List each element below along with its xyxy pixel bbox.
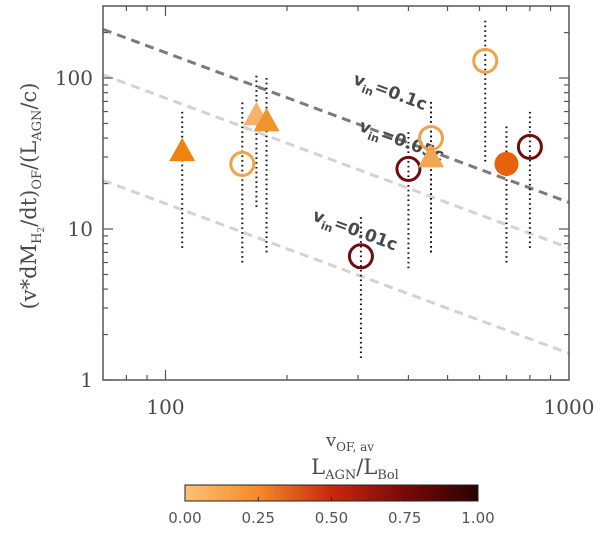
colorbar-tick-label-3: 0.75: [388, 509, 421, 527]
reference-line-label-0: vin=0.1c: [349, 69, 429, 117]
y-tick-label-1: 10: [68, 217, 93, 241]
x-axis-label: vOF, av: [325, 430, 374, 454]
x-tick-label-1: 1000: [544, 395, 595, 419]
data-point-5: [395, 155, 422, 182]
colorbar-tick-label-4: 1.00: [461, 509, 494, 527]
data-point-8: [472, 47, 499, 74]
data-point-1: [229, 150, 256, 177]
data-point-6: [418, 143, 445, 168]
ticks: [103, 6, 569, 381]
data-point-9: [494, 151, 519, 176]
colorbar-title: LAGN/LBol: [311, 455, 399, 483]
data-point-3: [253, 107, 280, 132]
reference-line-0: [103, 27, 569, 204]
colorbar-tick-label-1: 0.25: [242, 509, 275, 527]
x-tick-label-0: 100: [146, 395, 184, 419]
svg-text:LAGN/LBol: LAGN/LBol: [311, 455, 399, 483]
colorbar-ticks: 0.00 0.25 0.50 0.75 1.00: [168, 497, 495, 527]
plot-frame: [102, 5, 570, 381]
y-axis-label: (v*dMH2/dt)OF/(LAGN/c): [17, 83, 47, 310]
y-tick-label-0: 1: [80, 368, 93, 392]
reference-line-1: [103, 73, 569, 250]
reference-lines: [103, 27, 569, 355]
data-point-4: [347, 243, 374, 270]
y-tick-label-2: 100: [55, 66, 93, 90]
reference-line-2: [103, 178, 569, 355]
y-axis-label-text: (v*dMH2/dt)OF/(LAGN/c): [17, 83, 47, 310]
colorbar-tick-label-2: 0.50: [315, 509, 348, 527]
colorbar-tick-label-0: 0.00: [168, 509, 201, 527]
reference-line-label-2: vin=0.01c: [309, 206, 400, 259]
markers: [169, 47, 543, 270]
data-point-0: [169, 137, 196, 162]
data-point-10: [516, 133, 543, 160]
data-point-7: [418, 125, 445, 152]
